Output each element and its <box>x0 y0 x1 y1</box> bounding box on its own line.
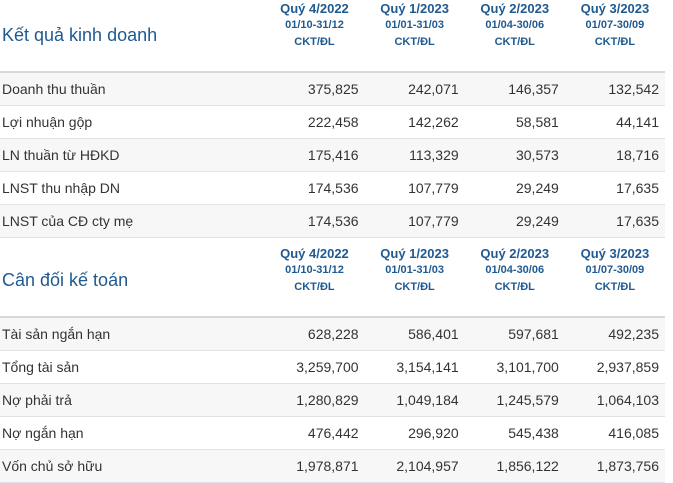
period-unit: CKT/ĐL <box>294 281 335 293</box>
row-value: 29,249 <box>464 171 565 205</box>
row-value: 1,064,103 <box>564 383 665 417</box>
row-value: 586,401 <box>364 317 465 351</box>
period-header: Quý 4/2022 01/10-31/12 CKT/ĐL <box>264 245 365 318</box>
period-dates: 01/07-30/09 <box>585 264 645 276</box>
row-value: 2,937,859 <box>564 350 665 384</box>
balance-sheet-header: Cân đối kế toán Quý 4/2022 01/10-31/12 CKT… <box>0 245 665 318</box>
row-label[interactable]: LN thuần từ HĐKD <box>0 138 265 172</box>
row-value: 1,245,579 <box>464 383 565 417</box>
row-label[interactable]: Doanh thu thuần <box>0 72 265 106</box>
period-dates: 01/01-31/03 <box>385 264 444 276</box>
row-label[interactable]: LNST thu nhập DN <box>0 171 265 205</box>
row-label[interactable]: Lợi nhuận gộp <box>0 105 265 139</box>
period-dates: 01/04-30/06 <box>485 264 545 276</box>
row-value: 174,536 <box>264 204 365 238</box>
business-results-header: Kết quả kinh doanh Quý 4/2022 01/10-31/12… <box>0 0 665 73</box>
period-header: Quý 2/2023 01/04-30/06 CKT/ĐL <box>464 0 565 73</box>
period-dates: 01/01-31/03 <box>385 19 444 31</box>
row-value: 375,825 <box>264 72 365 106</box>
row-value: 146,357 <box>464 72 565 106</box>
period-dates: 01/10-31/12 <box>285 264 344 276</box>
period-dates: 01/10-31/12 <box>285 19 344 31</box>
period-header: Quý 1/2023 01/01-31/03 CKT/ĐL <box>364 245 465 318</box>
table-row: Nợ ngắn hạn 476,442 296,920 545,438 416,… <box>0 416 665 450</box>
period-quarter[interactable]: Quý 4/2022 <box>280 1 349 16</box>
table-row: Tổng tài sản 3,259,700 3,154,141 3,101,7… <box>0 350 665 384</box>
row-value: 174,536 <box>264 171 365 205</box>
period-header: Quý 2/2023 01/04-30/06 CKT/ĐL <box>464 245 565 318</box>
row-value: 44,141 <box>564 105 665 139</box>
period-quarter[interactable]: Quý 1/2023 <box>380 1 449 16</box>
table-row: Lợi nhuận gộp 222,458 142,262 58,581 44,… <box>0 105 665 139</box>
period-quarter[interactable]: Quý 1/2023 <box>380 246 449 261</box>
row-value: 142,262 <box>364 105 465 139</box>
row-value: 1,280,829 <box>264 383 365 417</box>
row-value: 1,856,122 <box>464 449 565 483</box>
row-value: 1,873,756 <box>564 449 665 483</box>
period-unit: CKT/ĐL <box>294 36 335 48</box>
period-unit: CKT/ĐL <box>394 281 435 293</box>
row-value: 113,329 <box>364 138 465 172</box>
row-label[interactable]: Vốn chủ sở hữu <box>0 449 265 483</box>
period-unit: CKT/ĐL <box>394 36 435 48</box>
row-value: 416,085 <box>564 416 665 450</box>
period-unit: CKT/ĐL <box>494 36 535 48</box>
row-value: 17,635 <box>564 204 665 238</box>
row-value: 3,101,700 <box>464 350 565 384</box>
row-value: 1,978,871 <box>264 449 365 483</box>
period-quarter[interactable]: Quý 4/2022 <box>280 246 349 261</box>
period-quarter[interactable]: Quý 2/2023 <box>480 1 550 16</box>
period-quarter[interactable]: Quý 2/2023 <box>480 246 550 261</box>
business-results-title: Kết quả kinh doanh <box>0 0 265 73</box>
row-value: 18,716 <box>564 138 665 172</box>
row-value: 30,573 <box>464 138 565 172</box>
period-dates: 01/04-30/06 <box>485 19 545 31</box>
table-row: Vốn chủ sở hữu 1,978,871 2,104,957 1,856… <box>0 449 665 483</box>
table-row: Nợ phải trả 1,280,829 1,049,184 1,245,57… <box>0 383 665 417</box>
row-value: 2,104,957 <box>364 449 465 483</box>
period-unit: CKT/ĐL <box>594 281 636 293</box>
period-quarter[interactable]: Quý 3/2023 <box>580 1 650 16</box>
period-unit: CKT/ĐL <box>494 281 535 293</box>
row-value: 545,438 <box>464 416 565 450</box>
row-label[interactable]: Nợ ngắn hạn <box>0 416 265 450</box>
row-label[interactable]: Nợ phải trả <box>0 383 265 417</box>
row-value: 107,779 <box>364 171 465 205</box>
row-label[interactable]: LNST của CĐ cty mẹ <box>0 204 265 238</box>
row-value: 597,681 <box>464 317 565 351</box>
row-value: 492,235 <box>564 317 665 351</box>
period-header: Quý 4/2022 01/10-31/12 CKT/ĐL <box>264 0 365 73</box>
table-row: LNST của CĐ cty mẹ 174,536 107,779 29,24… <box>0 204 665 238</box>
row-value: 17,635 <box>564 171 665 205</box>
row-value: 296,920 <box>364 416 465 450</box>
period-header: Quý 3/2023 01/07-30/09 CKT/ĐL <box>564 245 665 318</box>
row-value: 107,779 <box>364 204 465 238</box>
row-value: 628,228 <box>264 317 365 351</box>
period-dates: 01/07-30/09 <box>585 19 645 31</box>
row-value: 132,542 <box>564 72 665 106</box>
period-header: Quý 3/2023 01/07-30/09 CKT/ĐL <box>564 0 665 73</box>
section-spacer <box>0 237 665 245</box>
period-header: Quý 1/2023 01/01-31/03 CKT/ĐL <box>364 0 465 73</box>
period-quarter[interactable]: Quý 3/2023 <box>580 246 650 261</box>
row-value: 222,458 <box>264 105 365 139</box>
row-value: 476,442 <box>264 416 365 450</box>
table-row: LNST thu nhập DN 174,536 107,779 29,249 … <box>0 171 665 205</box>
row-value: 3,154,141 <box>364 350 465 384</box>
row-value: 242,071 <box>364 72 465 106</box>
table-row: Tài sản ngắn hạn 628,228 586,401 597,681… <box>0 317 665 351</box>
row-value: 1,049,184 <box>364 383 465 417</box>
balance-sheet-title: Cân đối kế toán <box>0 245 265 318</box>
row-value: 175,416 <box>264 138 365 172</box>
row-value: 3,259,700 <box>264 350 365 384</box>
table-row: Doanh thu thuần 375,825 242,071 146,357 … <box>0 72 665 106</box>
row-label[interactable]: Tổng tài sản <box>0 350 265 384</box>
table-row: LN thuần từ HĐKD 175,416 113,329 30,573 … <box>0 138 665 172</box>
row-value: 58,581 <box>464 105 565 139</box>
row-value: 29,249 <box>464 204 565 238</box>
row-label[interactable]: Tài sản ngắn hạn <box>0 317 265 351</box>
period-unit: CKT/ĐL <box>594 36 636 48</box>
